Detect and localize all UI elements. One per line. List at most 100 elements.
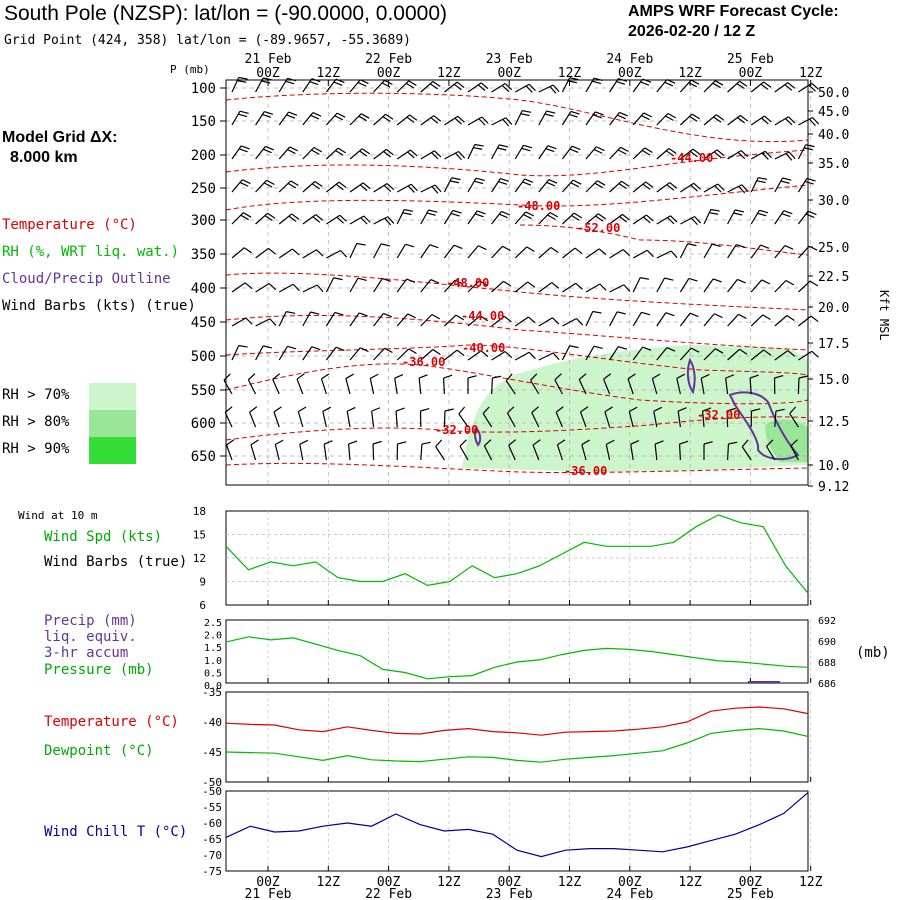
barb-feather: [653, 406, 663, 412]
barb-staff: [727, 244, 737, 259]
dewpoint-line: [225, 727, 809, 763]
barb-feather: [621, 180, 630, 187]
barb-staff: [751, 525, 760, 537]
barb-feather: [555, 406, 564, 413]
windchill-ytick-label: -65: [202, 833, 222, 846]
barb-feather: [665, 525, 673, 528]
barb-feather: [664, 81, 674, 87]
barb-feather: [500, 178, 510, 182]
barb-feather: [269, 318, 277, 326]
barb-staff: [750, 150, 766, 160]
barb-feather: [480, 82, 489, 90]
barb-feather: [432, 349, 441, 356]
cycle-line1: AMPS WRF Forecast Cycle:: [628, 3, 839, 20]
barb-staff: [373, 148, 387, 160]
barb-feather: [477, 84, 486, 92]
barb-staff: [278, 345, 288, 361]
barb-feather: [736, 83, 745, 90]
barb-feather: [381, 82, 391, 88]
isotherm-48-low: [225, 272, 809, 311]
barb-staff: [514, 211, 527, 225]
barb-feather: [666, 184, 675, 191]
barb-feather: [618, 183, 627, 190]
barb-staff: [774, 177, 784, 193]
barb-staff: [656, 182, 671, 193]
barb-feather: [262, 527, 270, 530]
barb-feather: [238, 148, 248, 153]
barb-feather: [594, 182, 603, 189]
contour-label-8: -32.00: [697, 408, 740, 422]
cross-section-frame: 100 150 200 250 300 350 400 450 500 550 600 650 50.0…: [170, 52, 891, 495]
height-tick-label: 25.0: [818, 241, 849, 256]
barb-staff: [633, 525, 642, 537]
barb-feather: [728, 441, 738, 445]
barb-feather: [382, 116, 391, 123]
barb-staff: [256, 525, 265, 537]
barb-feather: [333, 277, 343, 281]
barb-feather: [642, 525, 650, 528]
barb-feather: [410, 183, 418, 192]
barb-feather: [358, 115, 367, 122]
barb-staff: [774, 210, 785, 225]
barb-staff: [727, 209, 736, 225]
barb-staff: [585, 180, 598, 193]
barb-staff: [656, 215, 671, 225]
barb-feather: [264, 111, 274, 115]
barb-feather: [811, 350, 819, 358]
height-tick-label: 9.12: [818, 480, 849, 495]
barb-feather: [407, 313, 417, 319]
barb-feather: [667, 217, 675, 225]
barb-staff: [797, 210, 809, 225]
barb-feather: [386, 183, 395, 191]
barb-feather: [812, 117, 820, 125]
barb-staff: [255, 179, 267, 193]
pressure-tick-label: 550: [191, 383, 216, 399]
barb-staff: [679, 312, 691, 327]
barb-staff: [467, 315, 481, 327]
barb-staff: [491, 351, 506, 361]
barb-staff: [578, 379, 587, 395]
barb-staff: [396, 243, 406, 259]
barb-feather: [712, 82, 721, 89]
barb-staff: [790, 445, 799, 461]
windchill-line: [225, 792, 809, 858]
barb-staff: [255, 283, 270, 293]
temperature-contours: [225, 92, 809, 474]
contour-label-10: -36.00: [564, 464, 607, 478]
barb-feather: [688, 277, 698, 282]
precip-ytick-label: 0.0: [204, 681, 222, 692]
barb-feather: [642, 346, 652, 351]
barb-feather: [617, 114, 626, 120]
barb-feather: [644, 147, 653, 154]
barb-feather: [432, 81, 441, 88]
barb-feather: [421, 441, 431, 445]
pressure-tick-label: 600: [191, 416, 216, 432]
barb-feather: [713, 525, 721, 528]
barb-feather: [785, 279, 795, 286]
barb-staff: [703, 278, 714, 293]
barb-staff: [676, 378, 681, 395]
barb-feather: [642, 183, 651, 190]
barb-feather: [597, 180, 606, 186]
barb-feather: [554, 373, 562, 381]
legend-accum: 3-hr accum: [44, 645, 129, 661]
barb-staff: [255, 212, 268, 225]
barb-feather: [522, 110, 532, 113]
barb-feather: [736, 525, 744, 528]
barb-staff: [774, 315, 788, 327]
barb-feather: [285, 80, 295, 85]
barb-staff: [349, 312, 360, 327]
wind-ytick-label: 6: [199, 599, 206, 612]
barb-staff: [231, 179, 243, 193]
barb-feather: [616, 80, 626, 85]
barb-feather: [360, 347, 369, 353]
barb-staff: [585, 213, 599, 225]
barb-feather: [545, 148, 555, 153]
barb-feather: [223, 373, 231, 381]
barb-feather: [547, 145, 557, 150]
barb-feather: [321, 373, 330, 380]
barb-staff: [797, 245, 810, 259]
barb-feather: [500, 525, 508, 528]
barb-staff: [750, 314, 764, 327]
